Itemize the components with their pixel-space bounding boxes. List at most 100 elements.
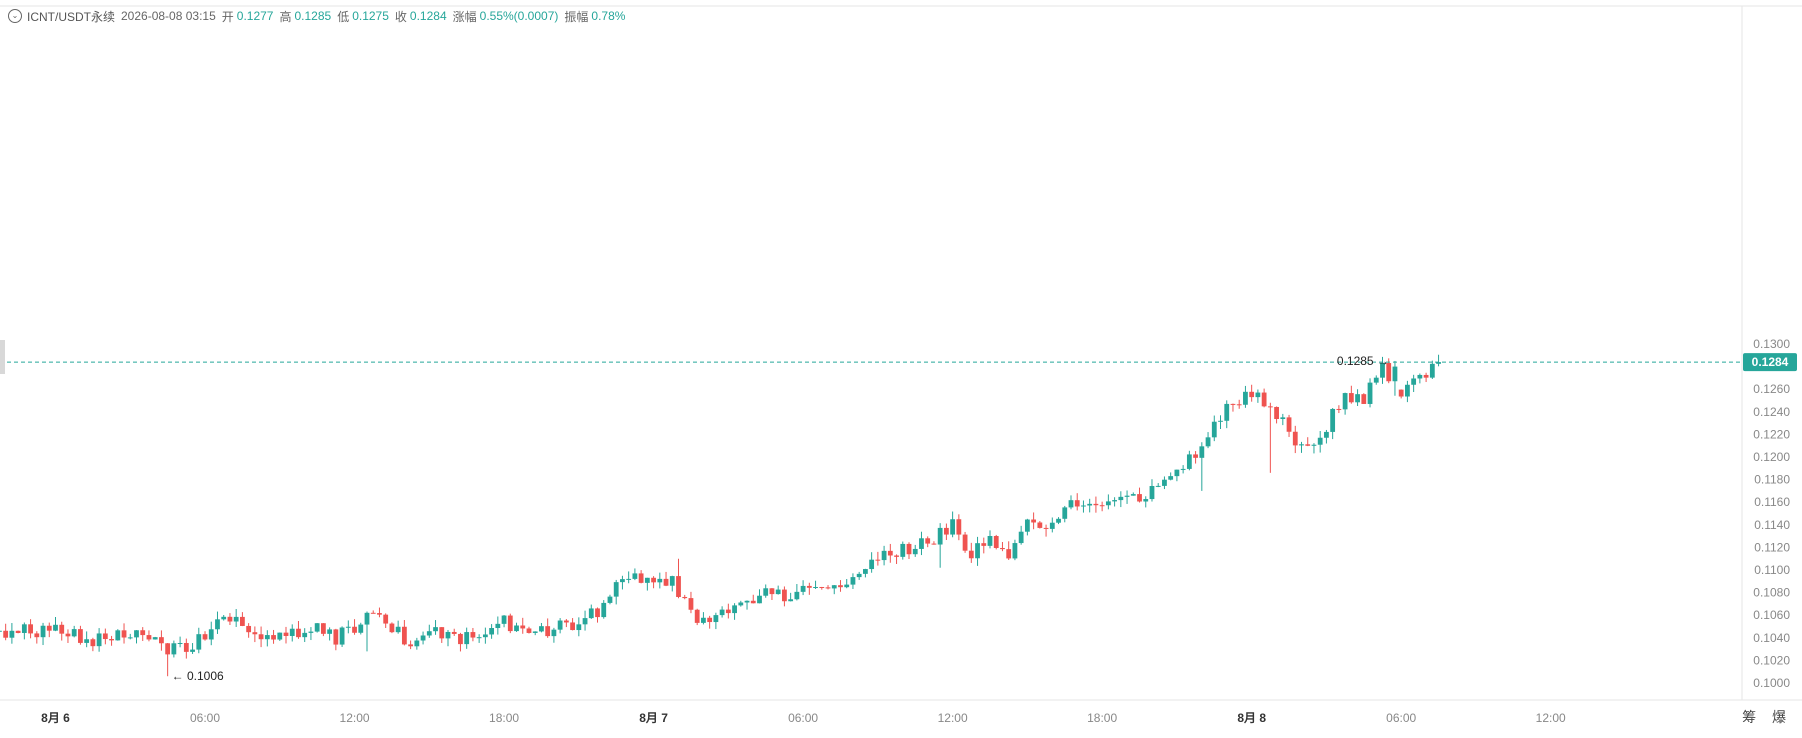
candle-body[interactable] (1267, 406, 1273, 408)
candle-body[interactable] (1056, 518, 1061, 523)
candle-body[interactable] (806, 585, 812, 588)
candle-body[interactable] (1386, 363, 1392, 382)
candle-body[interactable] (171, 643, 177, 655)
candle-body[interactable] (227, 616, 233, 622)
candle-body[interactable] (744, 600, 750, 603)
candle-body[interactable] (127, 637, 133, 639)
candle-body[interactable] (1093, 503, 1099, 506)
candle-body[interactable] (1417, 374, 1423, 379)
candle-body[interactable] (844, 584, 850, 588)
candle-body[interactable] (588, 608, 594, 619)
candle-body[interactable] (825, 587, 831, 589)
candle-body[interactable] (644, 577, 650, 583)
candle-body[interactable] (1423, 374, 1429, 378)
candle-body[interactable] (451, 631, 457, 634)
candle-body[interactable] (626, 578, 632, 580)
candle-body[interactable] (59, 624, 65, 634)
candle-body[interactable] (856, 573, 862, 578)
candle-body[interactable] (1324, 431, 1329, 438)
candle-body[interactable] (725, 609, 731, 614)
candle-body[interactable] (1436, 362, 1441, 364)
candle-body[interactable] (339, 627, 345, 645)
candle-body[interactable] (539, 626, 544, 632)
candle-body[interactable] (557, 620, 563, 630)
candle-body[interactable] (1000, 547, 1005, 550)
candle-body[interactable] (458, 633, 463, 645)
candle-body[interactable] (532, 631, 538, 633)
candle-body[interactable] (1006, 549, 1012, 559)
candle-body[interactable] (676, 576, 681, 597)
candle-body[interactable] (1118, 496, 1124, 501)
candle-body[interactable] (782, 589, 787, 602)
candle-body[interactable] (738, 602, 744, 606)
candle-body[interactable] (1186, 454, 1192, 469)
side-panel-handle[interactable] (0, 340, 5, 374)
candle-body[interactable] (1398, 389, 1404, 397)
candle-body[interactable] (1299, 444, 1304, 446)
candle-body[interactable] (1049, 522, 1055, 529)
candle-body[interactable] (21, 624, 27, 633)
candle-body[interactable] (1317, 437, 1323, 445)
candle-body[interactable] (925, 538, 931, 544)
candle-body[interactable] (819, 586, 825, 588)
candle-body[interactable] (333, 629, 339, 645)
candle-body[interactable] (1162, 479, 1167, 486)
candle-body[interactable] (607, 596, 613, 603)
candle-body[interactable] (651, 577, 656, 583)
candle-body[interactable] (956, 519, 962, 535)
candle-body[interactable] (78, 629, 83, 643)
candle-body[interactable] (657, 578, 663, 583)
candle-body[interactable] (34, 633, 40, 638)
candle-body[interactable] (1280, 417, 1286, 420)
candle-body[interactable] (482, 634, 488, 638)
candle-body[interactable] (96, 633, 102, 647)
candle-body[interactable] (264, 635, 270, 640)
candle-body[interactable] (1249, 391, 1255, 398)
candle-body[interactable] (1380, 363, 1385, 378)
candle-body[interactable] (1373, 377, 1379, 383)
candle-body[interactable] (669, 576, 675, 586)
candle-body[interactable] (875, 559, 881, 561)
candle-body[interactable] (1211, 421, 1217, 438)
candle-body[interactable] (962, 534, 968, 551)
candle-body[interactable] (109, 639, 114, 641)
candle-body[interactable] (233, 616, 239, 622)
candle-body[interactable] (1411, 378, 1417, 385)
candle-body[interactable] (1193, 454, 1198, 458)
candle-body[interactable] (1124, 495, 1130, 497)
candle-body[interactable] (526, 628, 532, 633)
candle-body[interactable] (165, 643, 171, 655)
candle-body[interactable] (1168, 476, 1174, 480)
candle-body[interactable] (1074, 500, 1080, 507)
candle-body[interactable] (1274, 406, 1279, 420)
candle-body[interactable] (1105, 501, 1111, 506)
candle-body[interactable] (208, 629, 214, 640)
candle-body[interactable] (850, 577, 856, 585)
candle-body[interactable] (152, 637, 158, 640)
candle-body[interactable] (831, 585, 837, 589)
candle-body[interactable] (414, 640, 420, 647)
candle-body[interactable] (1218, 420, 1223, 422)
candle-body[interactable] (1292, 431, 1298, 446)
candle-body[interactable] (183, 642, 189, 652)
candle-body[interactable] (296, 628, 301, 638)
candle-body[interactable] (750, 600, 756, 604)
candle-body[interactable] (1112, 500, 1117, 502)
candle-body[interactable] (252, 632, 258, 635)
candle-body[interactable] (495, 623, 501, 629)
candle-body[interactable] (545, 626, 551, 637)
candle-body[interactable] (159, 637, 164, 644)
candle-body[interactable] (3, 630, 9, 638)
candle-body[interactable] (663, 578, 669, 586)
candle-body[interactable] (283, 632, 289, 636)
candle-body[interactable] (701, 617, 706, 623)
candle-body[interactable] (1137, 494, 1142, 502)
candle-body[interactable] (613, 582, 619, 597)
candle-body[interactable] (1355, 394, 1360, 403)
candle-body[interactable] (732, 605, 737, 614)
candle-body[interactable] (314, 623, 320, 632)
candle-body[interactable] (1342, 393, 1348, 410)
candle-body[interactable] (377, 613, 382, 615)
candle-body[interactable] (1330, 408, 1336, 432)
candle-body[interactable] (975, 543, 980, 559)
